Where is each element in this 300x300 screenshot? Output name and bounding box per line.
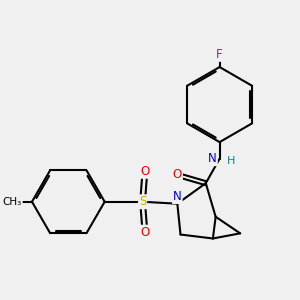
Text: S: S [139, 195, 146, 208]
Text: N: N [173, 190, 182, 203]
Text: O: O [140, 165, 149, 178]
Text: O: O [140, 226, 149, 239]
Text: N: N [208, 152, 217, 165]
Text: F: F [216, 48, 223, 61]
Text: H: H [226, 156, 235, 166]
Text: CH₃: CH₃ [3, 197, 22, 207]
Text: O: O [173, 168, 182, 181]
